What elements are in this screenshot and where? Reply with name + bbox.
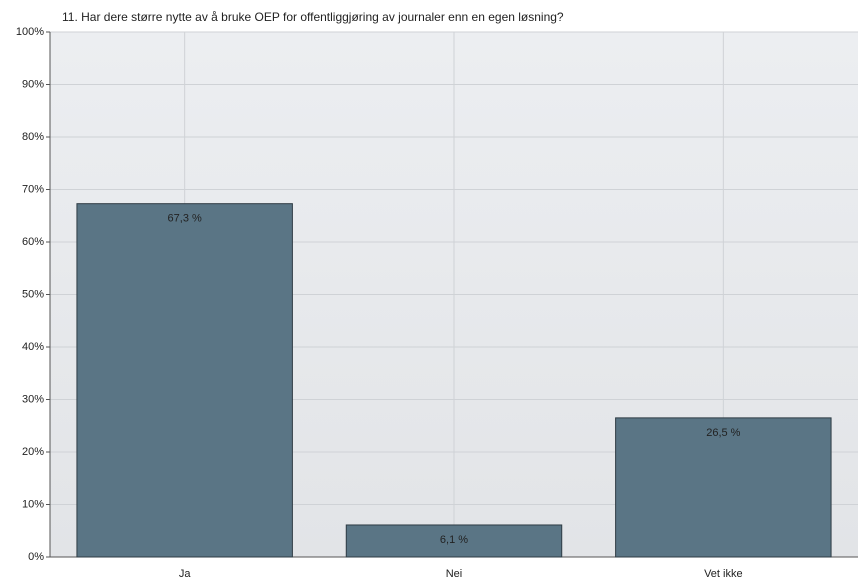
bar	[76, 203, 293, 558]
y-tick-label: 70%	[22, 183, 44, 195]
chart-title: 11. Har dere større nytte av å bruke OEP…	[62, 10, 564, 24]
x-tick-label: Ja	[179, 568, 192, 580]
data-label: 26,5 %	[706, 427, 740, 439]
y-tick-label: 80%	[22, 131, 44, 143]
data-label: 6,1 %	[440, 534, 468, 546]
y-tick-label: 50%	[22, 288, 44, 300]
bar	[615, 417, 832, 558]
y-tick-label: 10%	[22, 498, 44, 510]
y-tick-label: 0%	[28, 551, 44, 563]
data-label: 67,3 %	[168, 213, 202, 225]
x-tick-label: Nei	[446, 568, 463, 580]
bar	[345, 524, 563, 558]
x-tick-label: Vet ikke	[704, 568, 743, 580]
y-tick-label: 100%	[16, 26, 44, 38]
y-tick-label: 30%	[22, 393, 44, 405]
y-tick-label: 20%	[22, 446, 44, 458]
y-tick-label: 90%	[22, 78, 44, 90]
y-tick-label: 40%	[22, 341, 44, 353]
y-tick-label: 60%	[22, 236, 44, 248]
